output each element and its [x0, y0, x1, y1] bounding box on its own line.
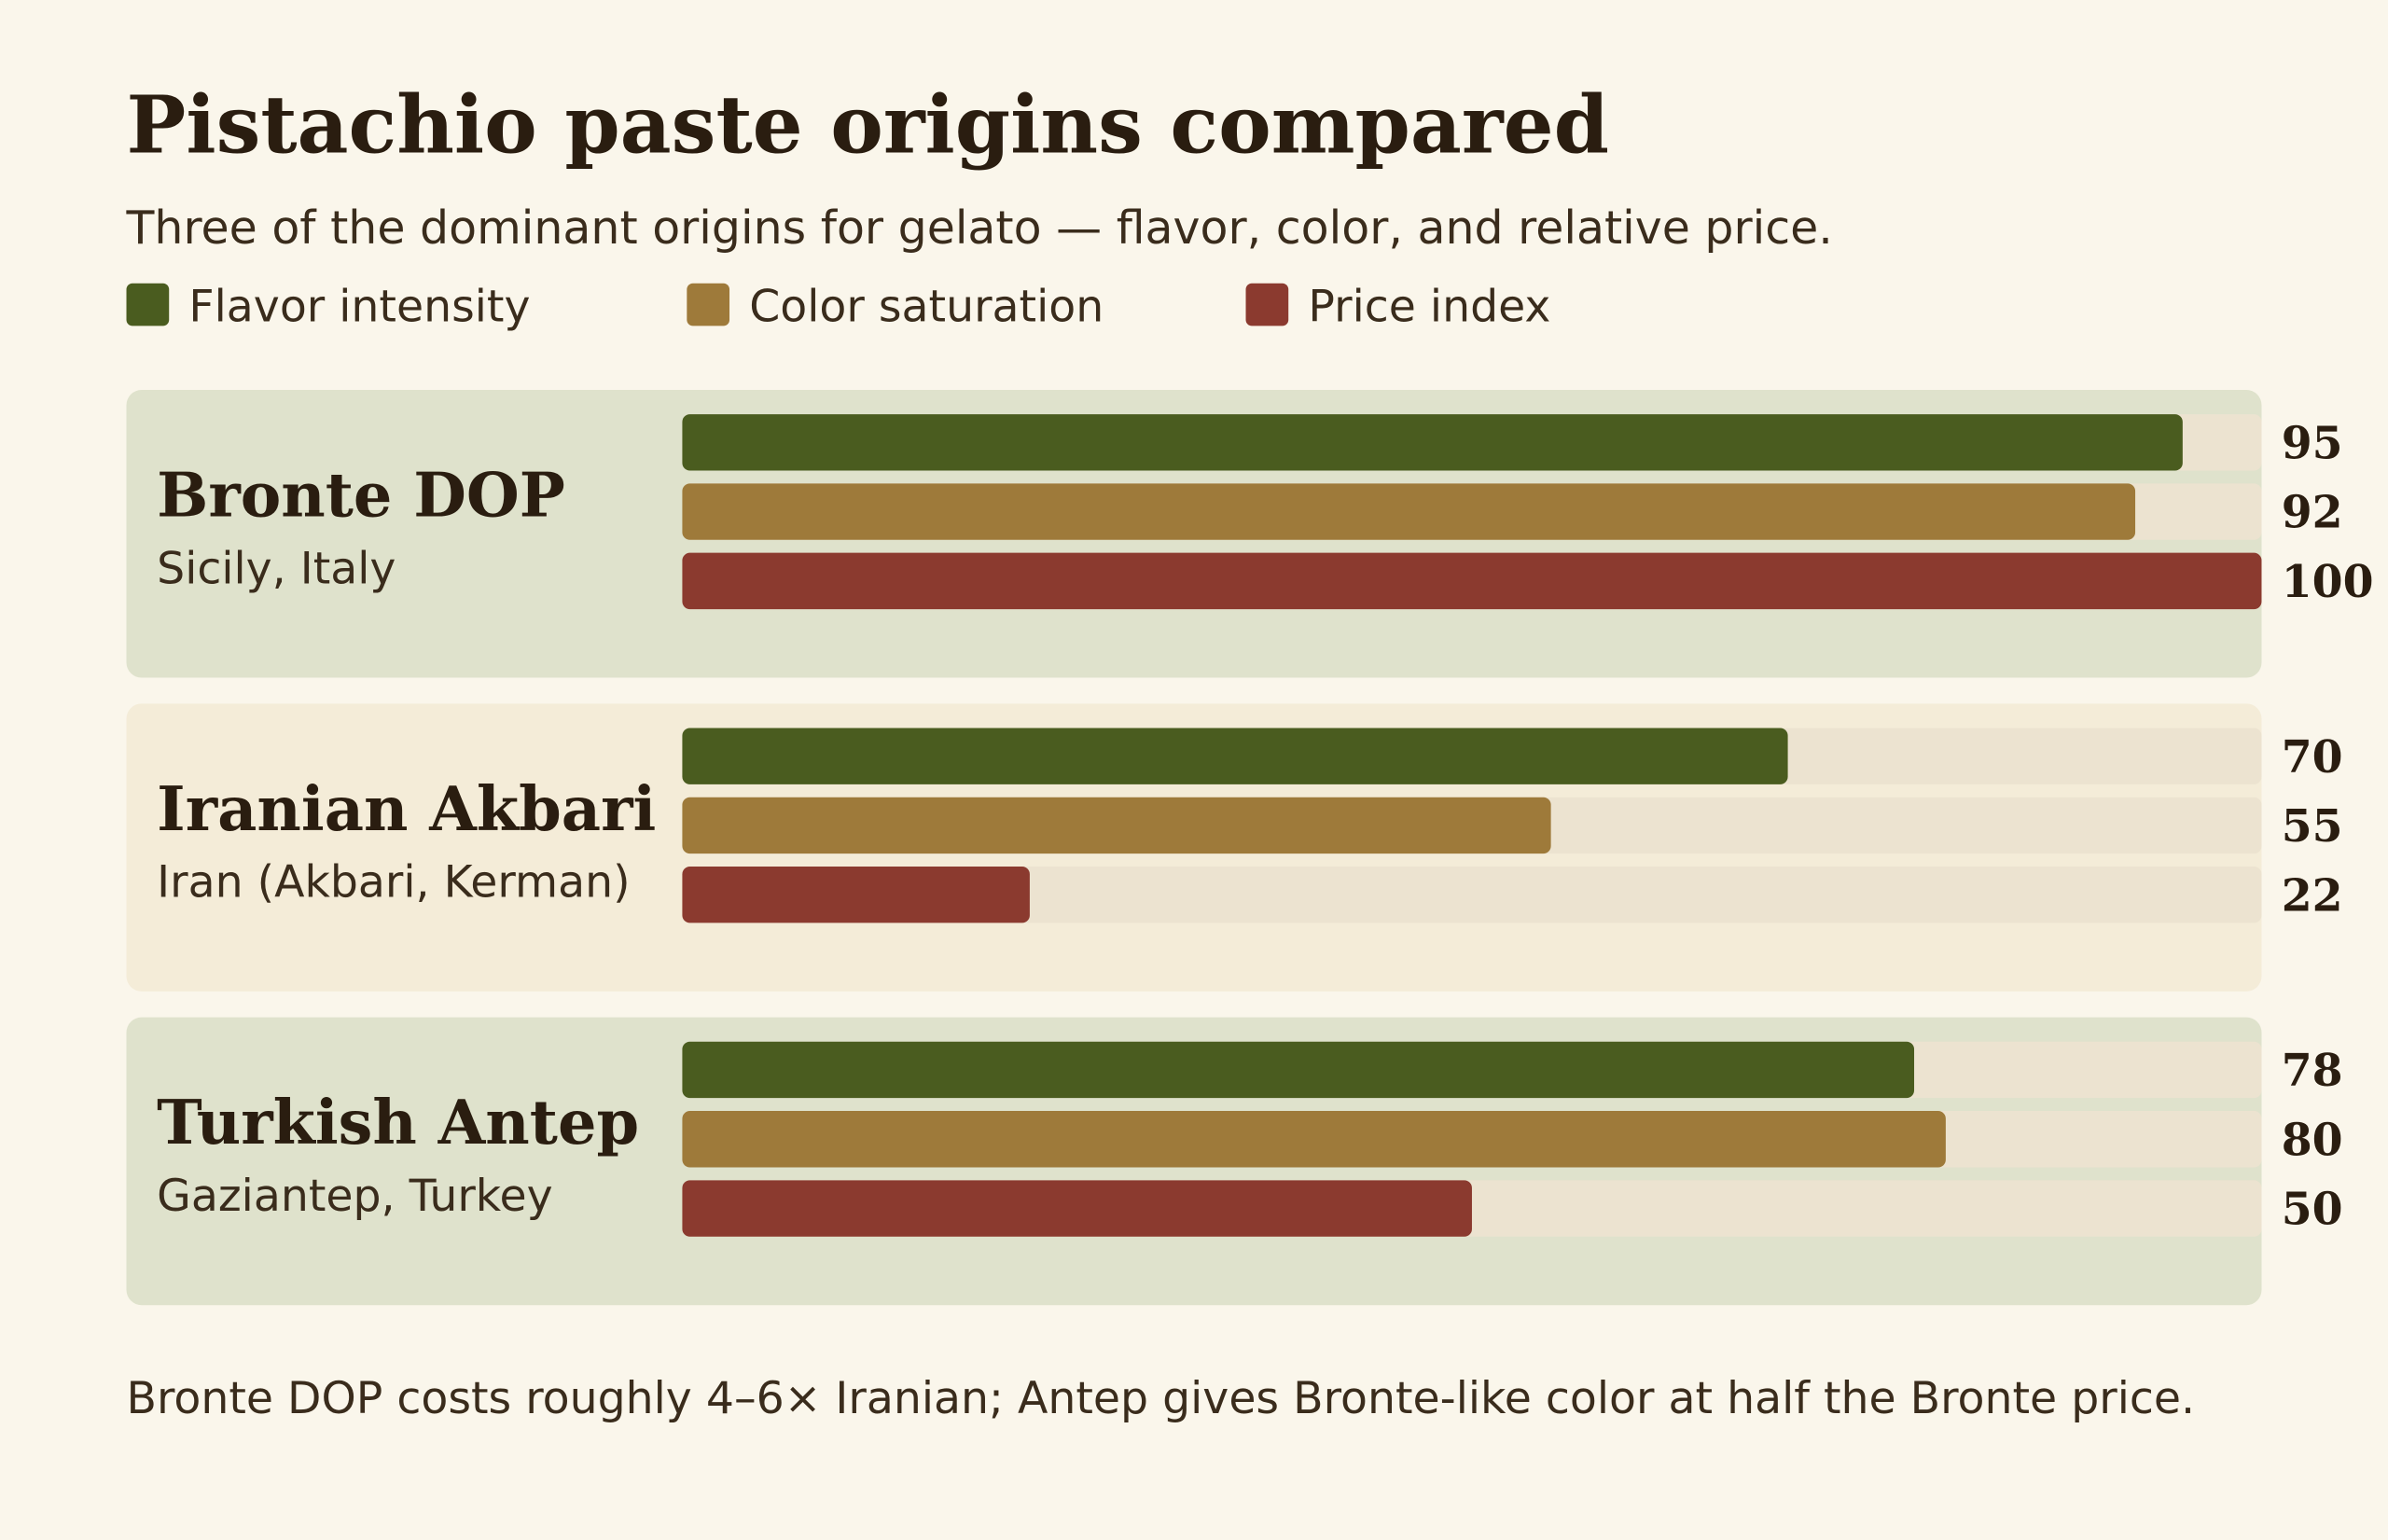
bar — [682, 728, 1788, 784]
bar — [682, 483, 2136, 540]
bar-track — [682, 867, 2262, 923]
chart-subtitle: Three of the dominant origins for gelato… — [126, 201, 1833, 255]
origin-name: Iranian Akbari — [157, 774, 656, 845]
annotation: Bronte DOP costs roughly 4–6× Iranian; A… — [127, 1373, 2196, 1424]
value-label: 95 — [2282, 418, 2343, 469]
bar — [682, 1180, 1472, 1237]
legend-swatch — [126, 283, 170, 326]
bar — [682, 414, 2183, 471]
legend-swatch — [687, 283, 730, 326]
origin-location: Iran (Akbari, Kerman) — [157, 857, 630, 909]
origin-name: Bronte DOP — [157, 461, 565, 532]
chart-title: Pistachio paste origins compared — [127, 78, 1609, 172]
origin-location: Gaziantep, Turkey — [157, 1171, 552, 1222]
value-label: 22 — [2282, 870, 2343, 922]
value-label: 92 — [2282, 488, 2343, 539]
legend-label: Price index — [1308, 282, 1550, 333]
legend-label: Color saturation — [749, 282, 1104, 333]
value-label: 50 — [2282, 1185, 2343, 1236]
value-label: 100 — [2282, 557, 2374, 608]
value-label: 70 — [2282, 732, 2343, 784]
origin-name: Turkish Antep — [157, 1088, 639, 1158]
legend-swatch — [1245, 283, 1289, 326]
bar — [682, 552, 2262, 610]
bar — [682, 1111, 1946, 1168]
value-label: 55 — [2282, 801, 2343, 853]
value-label: 78 — [2282, 1046, 2343, 1097]
bar — [682, 797, 1551, 854]
legend-label: Flavor intensity — [188, 282, 530, 333]
origin-location: Sicily, Italy — [157, 543, 396, 594]
bar — [682, 1041, 1915, 1099]
value-label: 80 — [2282, 1115, 2343, 1166]
bar — [682, 867, 1030, 923]
